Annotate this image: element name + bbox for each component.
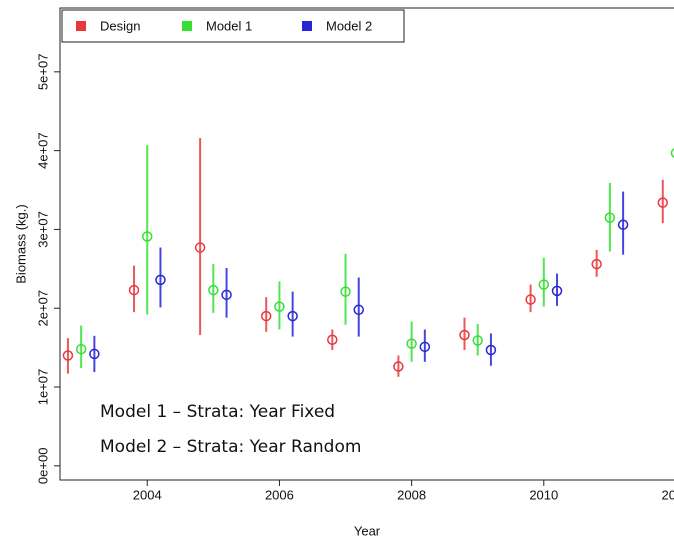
legend-swatch bbox=[76, 21, 86, 31]
x-axis-label: Year bbox=[354, 523, 381, 538]
legend-label: Model 1 bbox=[206, 18, 252, 33]
legend-swatch bbox=[302, 21, 312, 31]
point bbox=[657, 197, 669, 208]
annotation: Model 2 – Strata: Year Random bbox=[100, 437, 361, 457]
point bbox=[194, 242, 206, 253]
point bbox=[62, 350, 74, 361]
y-tick-label: 2e+07 bbox=[35, 290, 50, 327]
y-tick-label: 1e+07 bbox=[35, 369, 50, 406]
legend-label: Design bbox=[100, 18, 140, 33]
y-tick-label: 0e+00 bbox=[35, 448, 50, 485]
point bbox=[591, 258, 602, 270]
plot-frame bbox=[59, 7, 674, 481]
legend-label: Model 2 bbox=[326, 18, 372, 33]
point bbox=[260, 310, 272, 322]
point bbox=[287, 310, 298, 322]
x-tick-label: 2010 bbox=[529, 487, 558, 502]
point bbox=[327, 334, 338, 345]
point bbox=[617, 219, 629, 230]
x-tick-label: 2006 bbox=[265, 487, 294, 502]
point bbox=[419, 341, 431, 353]
point bbox=[274, 301, 285, 312]
point bbox=[604, 212, 616, 223]
point bbox=[340, 286, 351, 297]
y-tick-label: 3e+07 bbox=[35, 211, 50, 248]
point bbox=[538, 279, 550, 290]
point bbox=[141, 231, 153, 242]
y-tick-label: 5e+07 bbox=[35, 54, 50, 91]
y-tick-label: 4e+07 bbox=[35, 132, 50, 169]
point bbox=[485, 344, 497, 356]
annotation: Model 1 – Strata: Year Fixed bbox=[100, 402, 335, 422]
x-tick-label: 2008 bbox=[397, 487, 426, 502]
point bbox=[525, 294, 536, 305]
y-axis-label: Biomass (kg.) bbox=[13, 204, 28, 283]
point bbox=[551, 285, 563, 297]
point bbox=[89, 348, 100, 360]
point bbox=[459, 329, 470, 341]
point bbox=[406, 338, 417, 349]
legend-swatch bbox=[182, 21, 192, 31]
point bbox=[155, 274, 166, 286]
point bbox=[472, 335, 483, 346]
x-tick-label: 2012 bbox=[662, 487, 674, 502]
point bbox=[393, 361, 404, 372]
point bbox=[208, 284, 219, 296]
point bbox=[75, 343, 87, 355]
x-tick-label: 2004 bbox=[133, 487, 162, 502]
point bbox=[221, 289, 232, 301]
point bbox=[128, 284, 140, 296]
legend-box bbox=[61, 9, 405, 43]
point bbox=[353, 304, 364, 316]
point bbox=[670, 148, 674, 158]
